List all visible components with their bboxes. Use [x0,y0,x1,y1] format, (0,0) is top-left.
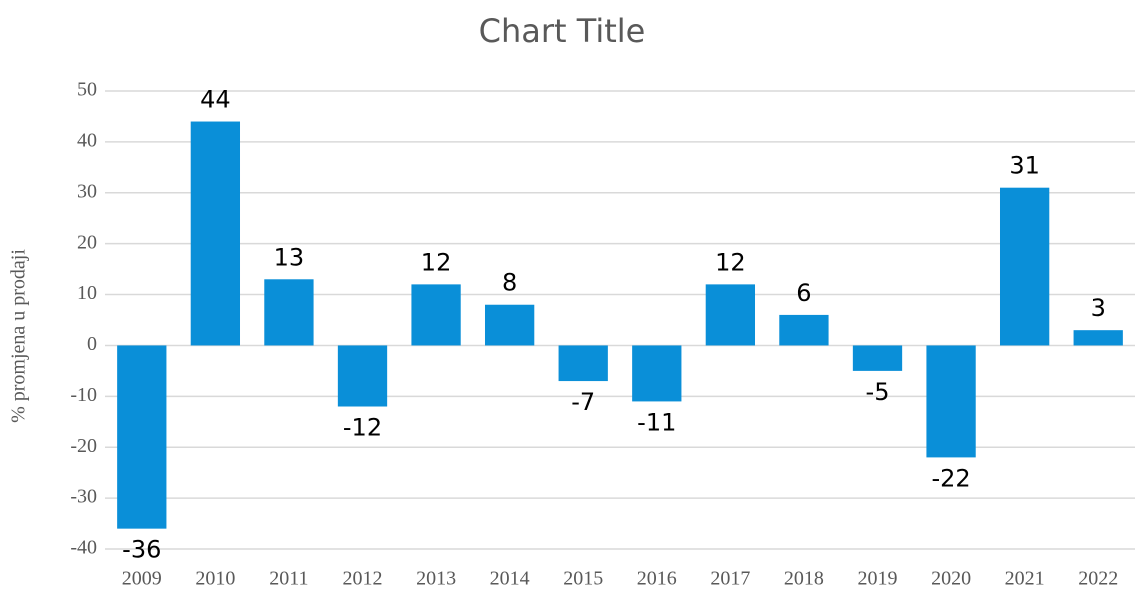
x-tick-label: 2009 [122,568,162,590]
y-tick-label: 40 [77,129,97,151]
y-tick-label: 20 [77,231,97,253]
bar [484,304,535,346]
data-label: 6 [796,279,811,307]
data-label: 13 [274,243,305,271]
bar [411,284,461,346]
bar [779,314,829,346]
data-label: -7 [571,388,595,416]
x-tick-label: 2017 [710,568,750,590]
y-tick-label: -30 [70,486,97,508]
bar [264,279,314,346]
bar [926,345,976,458]
bar [999,187,1050,346]
x-tick-label: 2015 [563,568,603,590]
x-tick-label: 2013 [416,568,456,590]
y-tick-label: -20 [70,435,97,457]
bar [337,345,388,407]
y-tick-label: -10 [70,384,97,406]
y-tick-label: -40 [70,537,97,559]
bar [852,345,903,371]
x-tick-label: 2019 [858,568,898,590]
x-tick-label: 2020 [931,568,971,590]
bar [705,284,756,346]
chart-title: Chart Title [479,12,646,50]
data-label: -36 [122,536,161,564]
data-label: 44 [200,86,231,114]
x-tick-label: 2018 [784,568,824,590]
bar [190,121,241,346]
data-label: 12 [715,248,746,276]
data-label: 31 [1009,152,1040,180]
bar [117,345,167,529]
data-label: 8 [502,269,517,297]
data-label: 3 [1091,294,1106,322]
y-axis-label: % promjena u prodaji [8,249,30,423]
bar [558,345,608,382]
data-label: -12 [343,414,382,442]
x-tick-label: 2012 [343,568,383,590]
bar [632,345,682,402]
y-tick-label: 0 [87,333,97,355]
x-tick-label: 2014 [490,568,530,590]
x-tick-label: 2010 [195,568,235,590]
data-label: -22 [931,464,970,492]
data-label: 12 [421,248,452,276]
x-tick-label: 2021 [1005,568,1045,590]
data-label: -5 [866,378,890,406]
y-tick-label: 10 [77,282,97,304]
x-tick-label: 2022 [1078,568,1118,590]
x-tick-label: 2011 [269,568,308,590]
bar [1073,330,1123,346]
data-label: -11 [637,408,676,436]
y-tick-label: 50 [77,79,97,101]
x-tick-label: 2016 [637,568,677,590]
y-tick-label: 30 [77,180,97,202]
